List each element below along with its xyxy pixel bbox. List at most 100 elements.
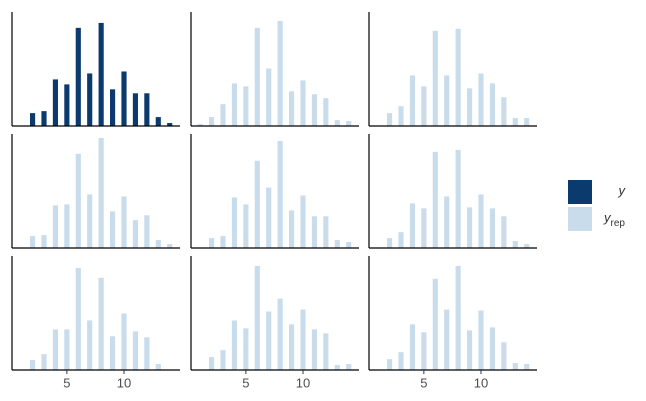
bar [323, 216, 329, 248]
x-tick-label: 5 [420, 375, 427, 390]
bar [144, 337, 150, 370]
bar [277, 20, 283, 127]
bar [30, 113, 36, 126]
bar [167, 123, 173, 126]
bar [110, 211, 116, 248]
bar [266, 187, 272, 248]
bar [132, 93, 138, 126]
bar [266, 68, 272, 126]
bar [243, 328, 249, 370]
bar [432, 30, 438, 127]
bar [98, 277, 104, 370]
bar [524, 364, 530, 370]
bar [387, 238, 393, 248]
bar [231, 197, 237, 248]
bar [87, 320, 93, 370]
bar [30, 236, 36, 248]
bar [346, 364, 352, 370]
bar [421, 86, 427, 126]
bar [300, 309, 306, 370]
bar [243, 204, 249, 248]
bar [398, 106, 404, 126]
bar [110, 336, 116, 370]
bar [409, 324, 415, 370]
bar [121, 71, 127, 126]
bar [334, 365, 340, 370]
legend-swatch [568, 207, 592, 231]
bar [155, 364, 161, 370]
bar [243, 86, 249, 126]
bar [209, 238, 215, 248]
bar [277, 140, 283, 248]
bar [300, 195, 306, 248]
bar [421, 332, 427, 370]
bar [387, 359, 393, 370]
bar [254, 160, 260, 248]
bar [254, 265, 260, 370]
bar [197, 124, 203, 126]
bar [455, 265, 461, 370]
bar [524, 118, 530, 126]
bar [209, 117, 215, 126]
x-tick-label: 10 [117, 375, 131, 390]
bar [87, 194, 93, 248]
bar [334, 120, 340, 126]
x-tick-label: 10 [296, 375, 310, 390]
bar [432, 278, 438, 370]
bar [323, 333, 329, 370]
bar [110, 89, 116, 126]
bar [52, 329, 58, 370]
bar [398, 352, 404, 370]
bar [41, 235, 47, 248]
bar [387, 113, 393, 126]
bar [98, 137, 104, 248]
bar [398, 232, 404, 248]
bar [311, 329, 317, 370]
bar [144, 215, 150, 248]
bar [512, 118, 518, 126]
bar [489, 327, 495, 370]
bar [52, 79, 58, 126]
bar [289, 91, 295, 126]
bar [64, 204, 70, 248]
bar [455, 149, 461, 248]
x-tick-label: 10 [474, 375, 488, 390]
bar [289, 324, 295, 370]
bar [501, 342, 507, 370]
bar [323, 98, 329, 126]
bar [231, 320, 237, 370]
bar [478, 194, 484, 248]
bar [489, 208, 495, 248]
bar [467, 88, 473, 126]
bar [444, 309, 450, 370]
bar [220, 350, 226, 370]
bar [444, 75, 450, 126]
bar [64, 84, 70, 126]
bar [75, 267, 81, 370]
bar [254, 27, 260, 126]
bar [231, 83, 237, 126]
bar [489, 83, 495, 126]
bar [346, 242, 352, 248]
bar [75, 27, 81, 126]
bar [121, 313, 127, 370]
bar [467, 330, 473, 370]
bar [467, 207, 473, 248]
bar [421, 208, 427, 248]
bar [277, 298, 283, 370]
bar [512, 363, 518, 370]
legend-label: yrep [603, 210, 625, 228]
bar [64, 329, 70, 370]
bar [87, 73, 93, 126]
bar [41, 111, 47, 126]
legend-name: y [603, 210, 612, 225]
x-tick-label: 5 [63, 375, 70, 390]
bar [501, 216, 507, 248]
legend-name: y [618, 183, 627, 198]
bar [512, 241, 518, 248]
bar [155, 240, 161, 248]
bar [444, 196, 450, 248]
bar [455, 28, 461, 127]
bar [121, 196, 127, 248]
